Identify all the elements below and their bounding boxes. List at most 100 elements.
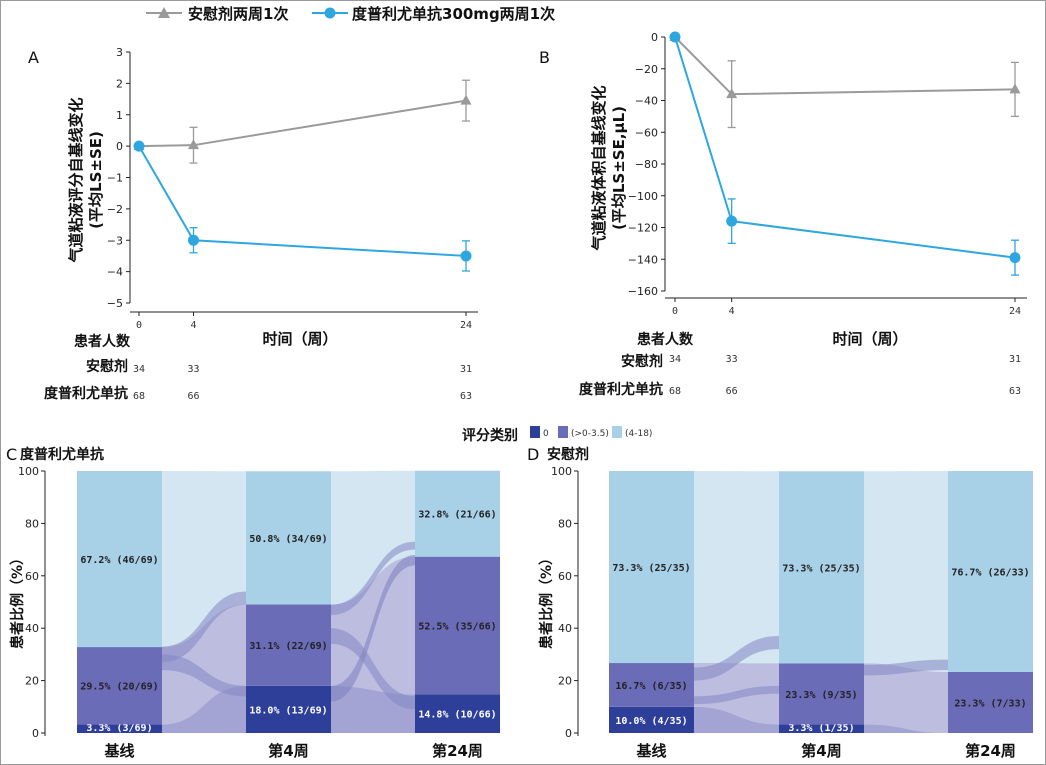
score-legend-title: 评分类别 xyxy=(462,427,518,444)
panel-b-drug-count: 68 xyxy=(669,386,681,397)
panel-a-placebo-count: 31 xyxy=(460,364,472,375)
panel-b-point-circle xyxy=(669,31,681,43)
panel-b-y-tick-label: −140 xyxy=(628,253,658,266)
patients-header: 患者人数 xyxy=(74,333,131,350)
panel-c-data-label: 67.2% (46/69) xyxy=(80,555,158,566)
panel-a-y-tick-label: 3 xyxy=(116,46,123,59)
panel-a-ylabel-line1: 气道粘液评分自基线变化 xyxy=(67,97,85,263)
panel-d-bar-segment xyxy=(609,471,694,664)
panel-d-bar-segment xyxy=(609,706,694,733)
panel-d-data-label: 3.3% (1/35) xyxy=(788,723,854,734)
panel-d-bar-segment xyxy=(948,671,1033,733)
panel-c-letter: C xyxy=(6,445,17,464)
score-legend-item-0: 0 xyxy=(543,429,549,439)
panel-c-ylabel: 患者比例（%） xyxy=(9,551,26,649)
panel-b-xlabel: 时间（周） xyxy=(832,330,907,348)
panel-b-point-triangle xyxy=(726,88,738,99)
patients-table-left: 患者人数 安慰剂 度普利尤单抗 34 68 33 66 31 63 xyxy=(44,333,472,402)
panel-b-ylabel-line1: 气道粘液体积自基线变化 xyxy=(590,85,608,251)
panel-c-data-label: 32.8% (21/66) xyxy=(418,510,496,521)
panel-c-data-label: 50.8% (34/69) xyxy=(249,534,327,545)
panel-b-y-tick-label: −80 xyxy=(635,158,658,171)
panel-a-point-triangle xyxy=(188,139,199,150)
panel-c-flow-ribbon xyxy=(331,628,415,710)
legend-placebo-marker-icon xyxy=(158,7,170,18)
panel-d-title: 安慰剂 xyxy=(547,446,589,463)
score-legend-swatch-1 xyxy=(558,426,568,438)
panel-c-bar-segment xyxy=(77,647,162,725)
panel-c-bar-segment xyxy=(246,685,331,733)
panel-d-data-label: 10.0% (4/35) xyxy=(615,716,687,727)
score-legend-item-1: (>0-3.5) xyxy=(571,429,609,439)
panel-b-point-circle xyxy=(1009,252,1021,264)
panel-d-category-label: 第4周 xyxy=(801,742,841,760)
panel-c-bar-segment xyxy=(246,471,331,605)
legend-drug-label: 度普利尤单抗300mg两周1次 xyxy=(352,5,555,23)
panel-c-data-label: 29.5% (20/69) xyxy=(80,682,158,693)
panel-c-title: 度普利尤单抗 xyxy=(20,446,104,463)
panel-c-bar-segment xyxy=(415,470,500,557)
panel-b: B 气道粘液体积自基线变化 (平均LS±SE,μL) 时间（周） 0 −20 −40… xyxy=(539,31,1027,348)
panel-d-flow-ribbon xyxy=(694,685,779,705)
panel-c-data-label: 52.5% (35/66) xyxy=(418,621,496,632)
panel-a-point-triangle xyxy=(460,94,472,105)
panel-b-x-tick-label: 0 xyxy=(672,306,678,317)
panel-b-point-triangle xyxy=(1009,83,1021,94)
panel-d-flow-band xyxy=(864,471,948,672)
panel-a-point-circle xyxy=(188,234,199,246)
panel-c-flow-ribbon xyxy=(331,554,415,702)
panel-c-category-label: 第4周 xyxy=(268,742,308,760)
panel-b-placebo-count: 34 xyxy=(669,354,681,365)
panel-a-x-tick-label: 4 xyxy=(190,320,196,331)
panel-b-y-tick-label: −100 xyxy=(628,190,658,203)
panel-d-y-tick-label: 100 xyxy=(551,465,572,478)
panel-a-y-tick-label: 0 xyxy=(116,140,123,153)
panel-c-category-label: 基线 xyxy=(103,742,134,760)
panel-b-ylabel-line2: (平均LS±SE,μL) xyxy=(610,106,628,230)
panel-d-data-label: 76.7% (26/33) xyxy=(951,567,1029,578)
panel-c-data-label: 18.0% (13/69) xyxy=(249,705,327,716)
panel-c-bar-segment xyxy=(415,694,500,733)
panel-d-bar-segment xyxy=(609,663,694,707)
panel-c-bar-segment xyxy=(77,471,162,648)
panel-a-x-tick-label: 24 xyxy=(460,320,472,331)
panel-c-data-label: 3.3% (3/69) xyxy=(86,723,152,734)
panel-d-y-tick-label: 20 xyxy=(558,675,572,688)
score-legend-item-2: (4-18) xyxy=(625,429,652,439)
panel-a-y-tick-label: −3 xyxy=(107,234,123,247)
panel-c-data-label: 14.8% (10/66) xyxy=(418,710,496,721)
panel-a-y-tick-label: −5 xyxy=(107,297,123,310)
panel-d-category-label: 第24周 xyxy=(965,742,1016,760)
panel-c-y-tick-label: 80 xyxy=(25,517,39,530)
panel-c: C 度普利尤单抗 患者比例（%） 0 20 40 60 80 100 3.3% (3/69)… xyxy=(6,445,500,760)
panel-a-letter: A xyxy=(28,48,39,67)
panel-b-drug-count: 66 xyxy=(726,386,738,397)
panel-c-bar-segment xyxy=(246,604,331,686)
panel-a-y-tick-label: −4 xyxy=(107,266,123,279)
panel-c-y-tick-label: 40 xyxy=(25,622,39,635)
score-legend-swatch-2 xyxy=(612,426,622,438)
panel-d-data-label: 16.7% (6/35) xyxy=(615,681,687,692)
panel-c-flow-ribbon xyxy=(162,654,246,697)
panel-a-placebo-count: 34 xyxy=(133,364,145,375)
panel-b-y-tick-label: −60 xyxy=(635,126,658,139)
panel-a-point-circle xyxy=(460,250,472,262)
patients-placebo-label: 安慰剂 xyxy=(86,358,128,375)
panel-d-data-label: 23.3% (7/33) xyxy=(954,698,1026,709)
panel-b-point-circle xyxy=(726,215,738,227)
panel-c-flow-band xyxy=(162,604,246,725)
panel-b-x-tick-label: 24 xyxy=(1009,306,1021,317)
panel-a-y-tick-label: −2 xyxy=(107,203,123,216)
legend-drug-marker-icon xyxy=(324,7,336,19)
patients-placebo-label-b: 安慰剂 xyxy=(621,353,663,370)
panel-d-flow-ribbon xyxy=(864,659,948,676)
panel-c-y-tick-label: 100 xyxy=(18,465,39,478)
panel-b-y-tick-label: −20 xyxy=(635,63,658,76)
panel-d-flow-band xyxy=(864,663,948,733)
panel-c-data-label: 31.1% (22/69) xyxy=(249,641,327,652)
score-legend: 评分类别 0 (>0-3.5) (4-18) xyxy=(462,426,652,444)
panel-c-flow-ribbon xyxy=(331,541,415,616)
panel-c-flow-ribbon xyxy=(162,591,246,663)
panel-b-placebo-count: 31 xyxy=(1009,354,1021,365)
